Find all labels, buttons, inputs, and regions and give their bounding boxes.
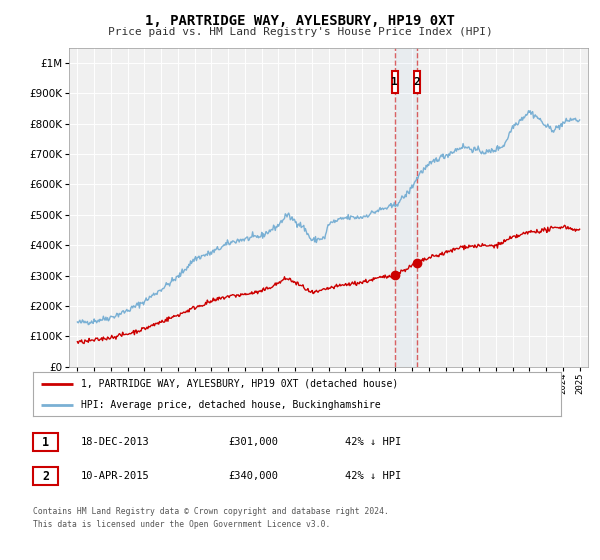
Text: 1, PARTRIDGE WAY, AYLESBURY, HP19 0XT (detached house): 1, PARTRIDGE WAY, AYLESBURY, HP19 0XT (d… bbox=[80, 379, 398, 389]
Text: 1: 1 bbox=[42, 436, 49, 449]
Text: 2: 2 bbox=[413, 77, 420, 87]
Text: £340,000: £340,000 bbox=[228, 471, 278, 481]
Bar bbox=[395, 48, 417, 367]
FancyBboxPatch shape bbox=[392, 71, 398, 93]
FancyBboxPatch shape bbox=[413, 71, 420, 93]
Text: 1, PARTRIDGE WAY, AYLESBURY, HP19 0XT: 1, PARTRIDGE WAY, AYLESBURY, HP19 0XT bbox=[145, 14, 455, 28]
Text: Price paid vs. HM Land Registry's House Price Index (HPI): Price paid vs. HM Land Registry's House … bbox=[107, 27, 493, 37]
Text: 42% ↓ HPI: 42% ↓ HPI bbox=[345, 437, 401, 447]
Text: 18-DEC-2013: 18-DEC-2013 bbox=[81, 437, 150, 447]
Text: 1: 1 bbox=[391, 77, 398, 87]
Text: 2: 2 bbox=[42, 469, 49, 483]
Text: Contains HM Land Registry data © Crown copyright and database right 2024.: Contains HM Land Registry data © Crown c… bbox=[33, 507, 389, 516]
Text: 10-APR-2015: 10-APR-2015 bbox=[81, 471, 150, 481]
Text: 42% ↓ HPI: 42% ↓ HPI bbox=[345, 471, 401, 481]
Text: HPI: Average price, detached house, Buckinghamshire: HPI: Average price, detached house, Buck… bbox=[80, 400, 380, 409]
Text: £301,000: £301,000 bbox=[228, 437, 278, 447]
Text: This data is licensed under the Open Government Licence v3.0.: This data is licensed under the Open Gov… bbox=[33, 520, 331, 529]
